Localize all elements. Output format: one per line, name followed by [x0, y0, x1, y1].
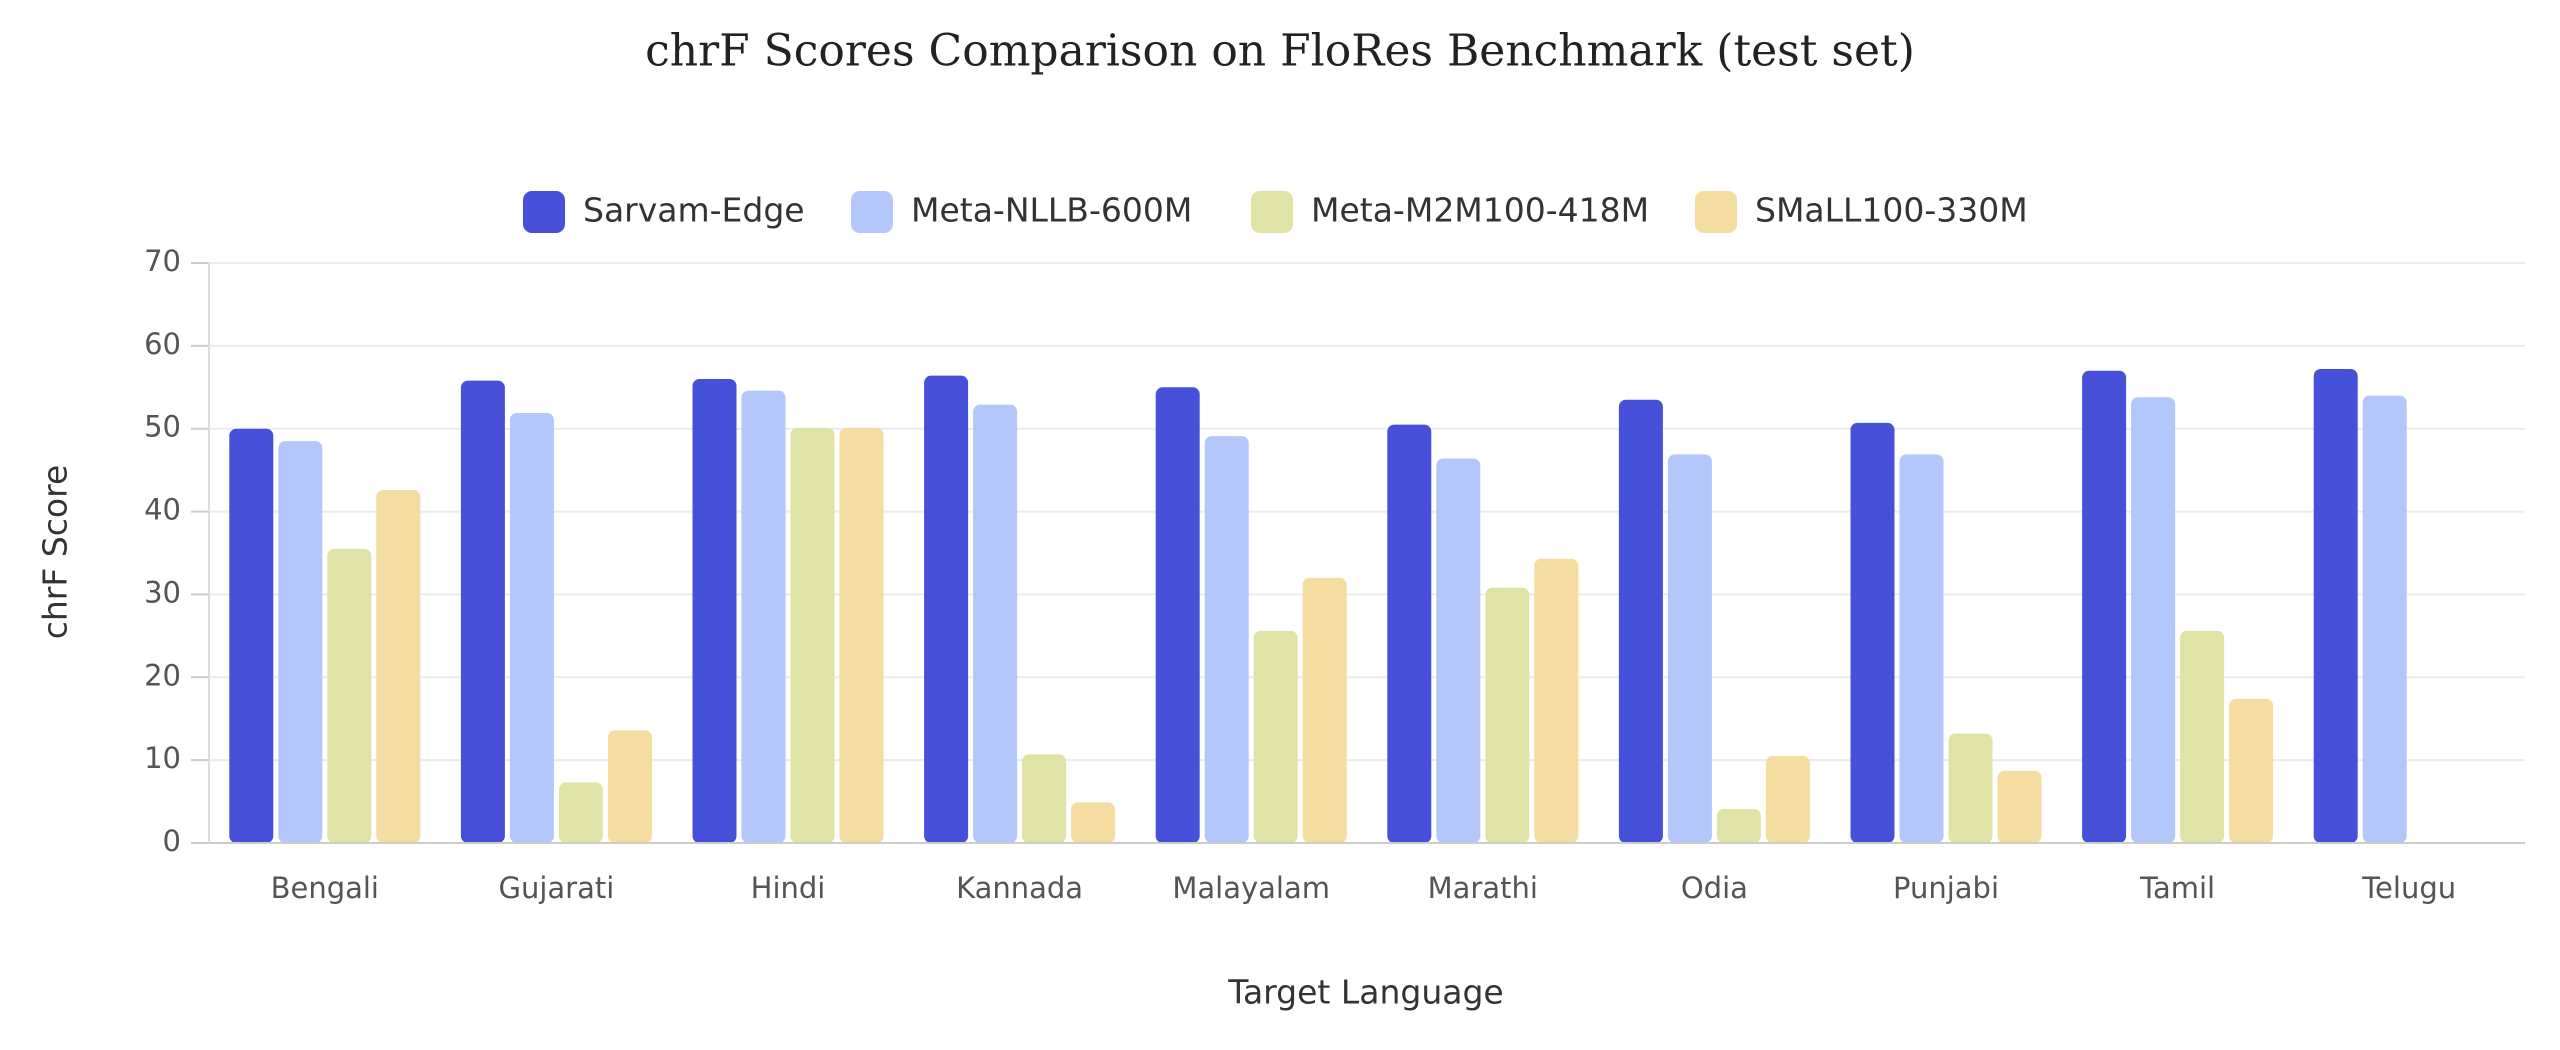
- bar: [2082, 370, 2127, 843]
- bar: [1436, 458, 1481, 843]
- bar: [1485, 587, 1530, 843]
- bar: [327, 548, 372, 843]
- bar: [2131, 397, 2176, 843]
- bar: [1155, 387, 1200, 843]
- bar: [1071, 802, 1116, 843]
- bar: [2362, 395, 2407, 843]
- x-tick-label: Gujarati: [498, 871, 614, 905]
- y-tick-label: 10: [144, 741, 181, 775]
- bar: [376, 490, 421, 843]
- bar: [1850, 422, 1895, 843]
- y-tick-label: 0: [163, 824, 181, 858]
- x-axis-title: Target Language: [1227, 973, 1503, 1012]
- y-tick-label: 50: [144, 410, 181, 444]
- y-tick-label: 30: [144, 575, 181, 609]
- bar: [2229, 698, 2274, 843]
- x-tick-label: Hindi: [751, 871, 826, 905]
- bar: [1667, 454, 1712, 843]
- bar: [278, 441, 323, 843]
- y-tick-label: 20: [144, 658, 181, 692]
- bar: [741, 390, 786, 843]
- bar: [1302, 577, 1347, 843]
- legend-label: Meta-NLLB-600M: [911, 191, 1192, 230]
- bar: [1716, 809, 1761, 843]
- x-tick-label: Marathi: [1428, 871, 1538, 905]
- bar: [692, 379, 737, 843]
- x-tick-label: Tamil: [2139, 871, 2215, 905]
- legend-swatch: [1251, 191, 1293, 233]
- y-tick-label: 40: [144, 493, 181, 527]
- bar: [460, 380, 505, 843]
- legend-label: Meta-M2M100-418M: [1311, 191, 1649, 230]
- bar: [1997, 770, 2042, 843]
- legend-swatch: [851, 191, 893, 233]
- x-tick-label: Odia: [1681, 871, 1748, 905]
- bar: [607, 730, 652, 843]
- legend-label: Sarvam-Edge: [583, 191, 805, 230]
- legend-label: SMaLL100-330M: [1755, 191, 2028, 230]
- bar: [1948, 733, 1993, 843]
- bar: [839, 427, 884, 843]
- bar: [924, 375, 969, 843]
- bar: [229, 428, 274, 843]
- bar: [1534, 558, 1579, 843]
- bar: [973, 404, 1018, 843]
- x-tick-label: Malayalam: [1172, 871, 1330, 905]
- legend-swatch: [523, 191, 565, 233]
- y-tick-label: 60: [144, 327, 181, 361]
- chart-title: chrF Scores Comparison on FloRes Benchma…: [645, 26, 1915, 77]
- bar: [2313, 369, 2358, 843]
- bar: [1899, 454, 1944, 843]
- legend-swatch: [1695, 191, 1737, 233]
- x-tick-label: Punjabi: [1893, 871, 1999, 905]
- bar: [1253, 630, 1298, 843]
- y-axis-title: chrF Score: [36, 465, 75, 640]
- bar: [1765, 756, 1810, 843]
- bar: [2180, 630, 2225, 843]
- y-tick-label: 70: [144, 244, 181, 278]
- x-tick-label: Telugu: [2361, 871, 2456, 905]
- bar: [1618, 399, 1663, 843]
- bar: [1387, 424, 1432, 843]
- bar: [1204, 436, 1249, 843]
- bar: [790, 427, 835, 843]
- bar: [1022, 754, 1067, 843]
- x-tick-label: Bengali: [271, 871, 379, 905]
- x-tick-label: Kannada: [956, 871, 1083, 905]
- bar: [509, 412, 554, 843]
- bar: [558, 782, 603, 843]
